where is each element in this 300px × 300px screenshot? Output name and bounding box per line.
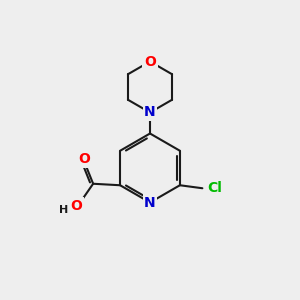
Text: N: N [144, 196, 156, 210]
Text: H: H [59, 205, 69, 215]
Text: Cl: Cl [208, 181, 222, 195]
Text: O: O [71, 199, 82, 213]
Text: N: N [144, 106, 156, 119]
Text: O: O [144, 55, 156, 68]
Text: O: O [78, 152, 90, 166]
